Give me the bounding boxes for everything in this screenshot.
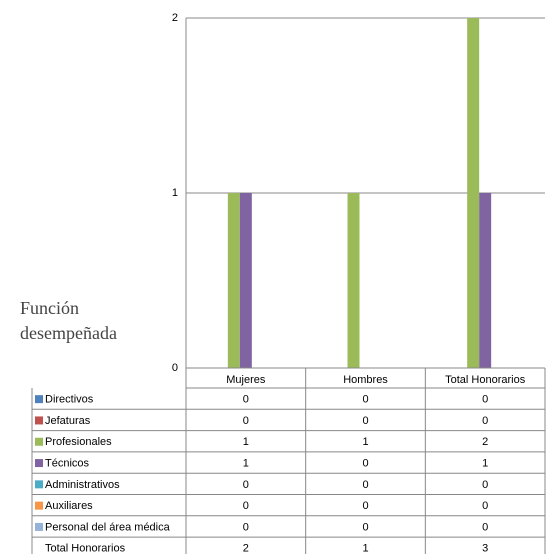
table-value: 0 (362, 457, 368, 469)
table-value: 1 (243, 436, 249, 448)
table-value: 0 (482, 479, 488, 491)
legend-label: Jefaturas (45, 415, 91, 427)
y-tick-label: 1 (172, 187, 178, 199)
legend-key (35, 437, 43, 446)
x-tick-label: Total Honorarios (445, 374, 526, 386)
bar (239, 193, 252, 368)
table-value: 0 (362, 521, 368, 533)
table-value: 0 (362, 394, 368, 406)
table-value: 0 (362, 500, 368, 512)
legend-label: Directivos (45, 394, 94, 406)
bar (227, 193, 240, 368)
legend-label: Profesionales (45, 436, 112, 448)
table-value: 0 (243, 500, 249, 512)
table-value: 2 (243, 543, 249, 554)
legend-key (35, 416, 43, 425)
table-value: 1 (362, 436, 368, 448)
legend-key (35, 501, 43, 510)
table-value: 1 (243, 457, 249, 469)
table-value: 0 (482, 394, 488, 406)
table-value: 0 (362, 479, 368, 491)
table-value: 0 (362, 415, 368, 427)
y-tick-label: 0 (172, 362, 178, 374)
bar (467, 18, 480, 368)
y-axis-label: desempeñada (20, 323, 117, 343)
table-value: 0 (243, 415, 249, 427)
y-tick-label: 2 (172, 12, 178, 24)
table-value: 0 (482, 415, 488, 427)
legend-label: Personal del área médica (45, 521, 171, 533)
table-value: 3 (482, 543, 488, 554)
table-value: 1 (362, 543, 368, 554)
legend-key (35, 395, 43, 404)
legend-key (35, 522, 43, 531)
x-tick-label: Hombres (343, 374, 388, 386)
legend-label: Administrativos (45, 479, 120, 491)
legend-label: Total Honorarios (45, 543, 126, 554)
table-value: 0 (243, 521, 249, 533)
table-value: 0 (482, 521, 488, 533)
table-value: 1 (482, 457, 488, 469)
table-value: 0 (243, 394, 249, 406)
legend-label: Auxiliares (45, 500, 93, 512)
table-value: 0 (482, 500, 488, 512)
bar (347, 193, 360, 368)
bar (479, 193, 492, 368)
y-axis-label: Función (20, 298, 79, 318)
legend-label: Técnicos (45, 457, 90, 469)
table-value: 0 (243, 479, 249, 491)
legend-key (35, 459, 43, 468)
legend-key (35, 480, 43, 489)
x-tick-label: Mujeres (226, 374, 266, 386)
table-value: 2 (482, 436, 488, 448)
